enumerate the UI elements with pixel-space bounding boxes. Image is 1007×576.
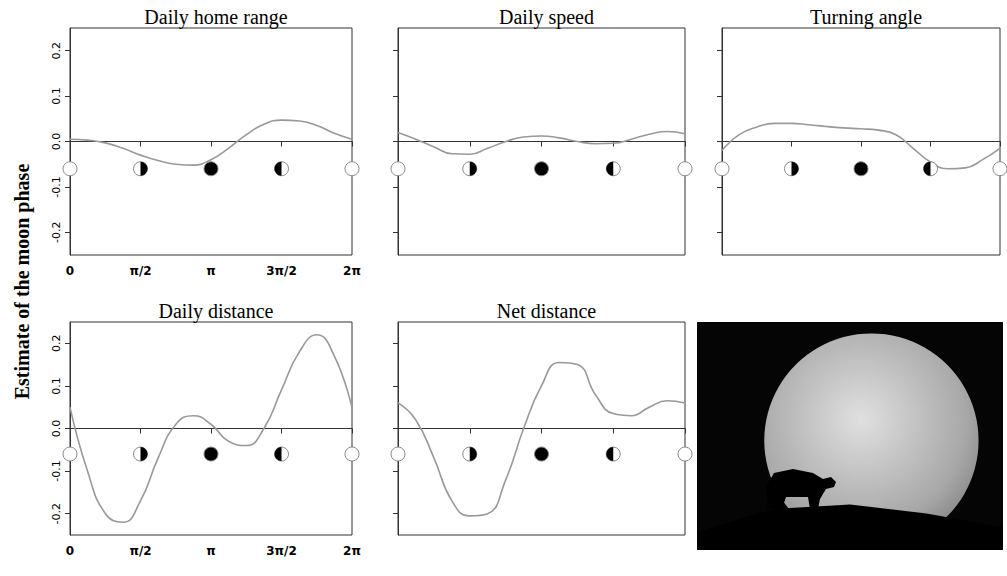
svg-text:3π/2: 3π/2 (266, 264, 297, 278)
svg-text:0: 0 (66, 544, 74, 558)
svg-text:0: 0 (66, 264, 74, 278)
svg-text:π: π (206, 264, 216, 278)
svg-text:0.2: 0.2 (50, 335, 63, 353)
svg-text:-0.1: -0.1 (50, 176, 63, 197)
svg-text:Daily distance: Daily distance (159, 300, 274, 323)
svg-text:Estimate of the moon phase: Estimate of the moon phase (11, 164, 34, 400)
svg-text:π/2: π/2 (129, 264, 151, 278)
svg-text:-0.1: -0.1 (50, 460, 63, 481)
svg-text:Turning angle: Turning angle (810, 6, 922, 29)
svg-text:3π/2: 3π/2 (266, 544, 297, 558)
svg-text:Daily home range: Daily home range (144, 6, 287, 29)
svg-text:Net distance: Net distance (497, 300, 597, 322)
svg-text:0.1: 0.1 (50, 377, 63, 395)
svg-text:0.1: 0.1 (50, 87, 63, 105)
svg-text:0.2: 0.2 (50, 42, 63, 60)
svg-text:0.0: 0.0 (50, 133, 63, 151)
svg-text:-0.2: -0.2 (50, 503, 63, 524)
svg-text:2π: 2π (343, 544, 361, 558)
svg-text:π/2: π/2 (129, 544, 151, 558)
svg-text:π: π (206, 544, 216, 558)
svg-text:2π: 2π (343, 264, 361, 278)
svg-text:0.0: 0.0 (50, 420, 63, 438)
svg-text:Daily speed: Daily speed (499, 6, 594, 29)
svg-text:-0.2: -0.2 (50, 222, 63, 243)
